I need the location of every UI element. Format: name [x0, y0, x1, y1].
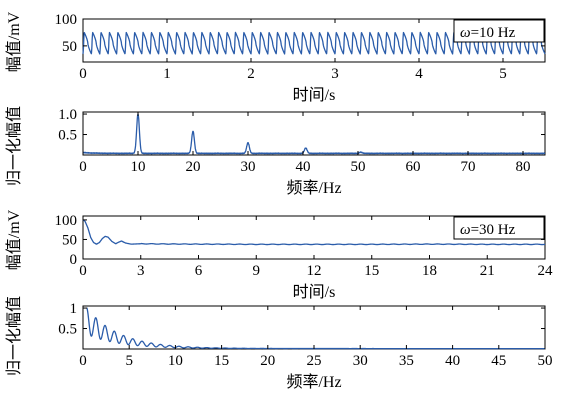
- x-tick-label: 3: [331, 66, 339, 82]
- x-tick-label: 20: [260, 353, 275, 369]
- y-axis-label: 归一化幅值: [5, 296, 23, 376]
- omega-symbol: ω: [460, 222, 471, 238]
- legend-value: =10 Hz: [471, 25, 516, 41]
- x-tick-label: 30: [241, 159, 256, 175]
- y-axis-label: 归一化幅值: [5, 106, 23, 186]
- x-tick-label: 50: [538, 353, 553, 369]
- x-tick-label: 24: [538, 263, 554, 279]
- x-tick-label: 10: [168, 353, 183, 369]
- x-tick-label: 12: [307, 263, 322, 279]
- x-tick-label: 0: [79, 66, 87, 82]
- x-tick-label: 10: [131, 159, 146, 175]
- x-axis-label: 时间/s: [293, 283, 336, 301]
- series-line: [86, 307, 546, 350]
- x-tick-label: 40: [296, 159, 311, 175]
- trace-group: [82, 219, 546, 246]
- time-10hz-panel: 0 1 2 3 4 5 50 100 ω=10 Hz 时间/s 幅值/mV: [5, 11, 546, 104]
- spectrum-30hz-panel: 0 5 10 15 20 25 30 35 40 45 50 0.51 频率/Hz 归一化幅值: [5, 296, 553, 391]
- x-axis-label: 频率/Hz: [286, 373, 341, 391]
- x-axis-label: 频率/Hz: [286, 179, 341, 197]
- plot-frame: [82, 18, 546, 63]
- legend: ω=10 Hz: [453, 19, 545, 43]
- series-line: [82, 31, 546, 55]
- omega-symbol: ω: [460, 25, 471, 41]
- trace-group: [86, 307, 546, 350]
- x-tick-label: 5: [125, 353, 133, 369]
- x-tick-label: 30: [353, 353, 368, 369]
- series-line: [82, 219, 546, 246]
- y-axis-label: 幅值/mV: [5, 209, 23, 270]
- x-tick-label: 20: [186, 159, 201, 175]
- x-tick-label: 80: [516, 159, 531, 175]
- y-tick-label: 100: [55, 213, 78, 229]
- x-tick-label: 9: [253, 263, 261, 279]
- x-tick-label: 5: [499, 66, 507, 82]
- x-tick-label: 18: [422, 263, 437, 279]
- y-tick-label: 0.5: [58, 128, 77, 144]
- y-tick-label: 100: [55, 12, 78, 28]
- x-tick-label: 1: [163, 66, 171, 82]
- trace-group: [82, 113, 546, 155]
- x-tick-label: 21: [480, 263, 495, 279]
- legend: ω=30 Hz: [453, 216, 545, 240]
- y-axis-label: 幅值/mV: [5, 11, 23, 72]
- x-tick-label: 0: [79, 263, 87, 279]
- x-tick-label: 3: [137, 263, 145, 279]
- legend-label: ω=10 Hz: [460, 25, 516, 41]
- spectrum-10hz-panel: 0 10 20 30 40 50 60 70 80 0.51.0 频率/Hz 归一化幅值: [5, 106, 546, 197]
- y-tick-label: 0.5: [58, 322, 77, 338]
- x-tick-label: 4: [415, 66, 423, 82]
- x-tick-label: 15: [214, 353, 229, 369]
- y-tick-label: 50: [62, 39, 77, 55]
- legend-label: ω=30 Hz: [460, 222, 516, 238]
- y-tick-label: 1: [70, 301, 78, 317]
- x-tick-label: 35: [399, 353, 414, 369]
- trace-group: [82, 31, 546, 55]
- x-tick-label: 45: [491, 353, 506, 369]
- y-tick-label: 50: [62, 232, 77, 248]
- legend-box: [453, 216, 545, 240]
- y-axis: 50 100: [55, 12, 545, 55]
- x-tick-label: 25: [307, 353, 322, 369]
- plot-frame: [82, 305, 546, 350]
- y-axis: 0.51: [58, 301, 545, 338]
- legend-value: =30 Hz: [471, 222, 516, 238]
- x-tick-label: 0: [79, 353, 87, 369]
- x-tick-label: 50: [351, 159, 366, 175]
- x-tick-label: 0: [79, 159, 87, 175]
- y-axis: 0.51.0: [58, 107, 545, 144]
- legend-box: [453, 19, 545, 43]
- plot-frame: [82, 111, 546, 156]
- y-axis: 0 50 100: [55, 213, 545, 268]
- y-tick-label: 1.0: [58, 107, 77, 123]
- x-axis: 0 5 10 15 20 25 30 35 40 45 50: [79, 306, 553, 369]
- y-tick-label: 0: [70, 252, 78, 268]
- x-axis: 0 1 2 3 4 5: [79, 19, 507, 82]
- x-axis-label: 时间/s: [293, 86, 336, 104]
- x-axis: 0 10 20 30 40 50 60 70 80: [79, 112, 531, 175]
- x-tick-label: 15: [364, 263, 379, 279]
- x-tick-label: 60: [406, 159, 421, 175]
- x-tick-label: 2: [247, 66, 255, 82]
- series-line: [82, 113, 546, 155]
- x-tick-label: 6: [195, 263, 203, 279]
- x-tick-label: 40: [445, 353, 460, 369]
- x-axis: 0 3 6 9 12 15 18 21 24: [79, 216, 553, 279]
- x-tick-label: 70: [461, 159, 476, 175]
